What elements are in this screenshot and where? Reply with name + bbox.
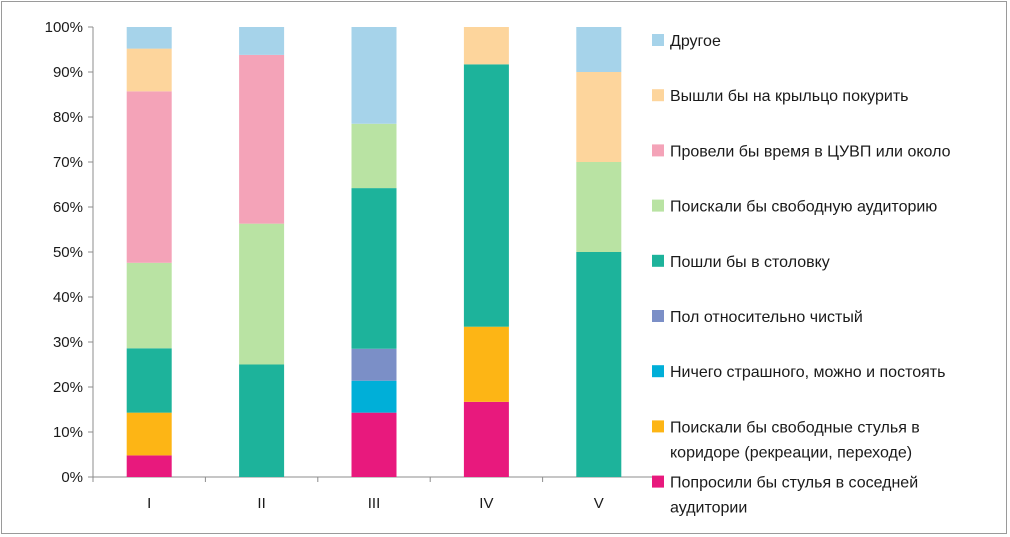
- legend-swatch: [652, 420, 664, 433]
- y-tick-label: 20%: [53, 379, 83, 396]
- bar-segment: [351, 380, 397, 413]
- x-tick-label: V: [594, 495, 604, 512]
- y-tick-label: 10%: [53, 424, 83, 441]
- y-tick-label: 100%: [45, 19, 83, 36]
- bar-segment: [576, 252, 622, 477]
- bar-segment: [239, 54, 285, 224]
- y-tick-label: 0%: [61, 469, 83, 486]
- bar-segment: [126, 262, 172, 349]
- y-tick-label: 50%: [53, 244, 83, 261]
- bar-segment: [576, 27, 622, 72]
- legend-label: Пошли бы в столовку: [670, 254, 830, 271]
- legend-label: Другое: [670, 33, 721, 50]
- legend-label: Провели бы время в ЦУВП или около: [670, 143, 951, 160]
- bar-segment: [463, 401, 509, 477]
- legend-label: аудитории: [670, 500, 747, 517]
- bar-segment: [126, 91, 172, 263]
- legend-swatch: [652, 144, 664, 157]
- x-tick-label: I: [147, 495, 151, 512]
- y-tick-label: 80%: [53, 109, 83, 126]
- y-tick-label: 70%: [53, 154, 83, 171]
- legend-label: Поискали бы свободные стулья в: [670, 419, 920, 436]
- bar-segment: [126, 455, 172, 477]
- x-tick-label: IV: [479, 495, 493, 512]
- axes: 0%10%20%30%40%50%60%70%80%90%100%I II III I…: [45, 19, 656, 512]
- bar-segment: [463, 326, 509, 402]
- legend-swatch: [652, 34, 664, 46]
- y-tick-label: 60%: [53, 199, 83, 216]
- legend-label: Попросили бы стулья в соседней: [670, 475, 918, 492]
- bar-segment: [126, 48, 172, 92]
- bar-segment: [351, 348, 397, 381]
- bar-segment: [576, 72, 622, 162]
- bar-segment: [463, 27, 509, 65]
- y-tick-label: 90%: [53, 64, 83, 81]
- bar-segment: [351, 27, 397, 124]
- bar-segment: [351, 412, 397, 477]
- bars: [126, 27, 622, 477]
- legend-label: Ничего страшного, можно и постоять: [670, 364, 945, 381]
- x-tick-label: II: [257, 495, 265, 512]
- bar-segment: [463, 64, 509, 327]
- legend-swatch: [652, 475, 664, 488]
- bar-segment: [576, 162, 622, 252]
- bar-segment: [126, 348, 172, 413]
- legend-swatch: [652, 310, 664, 322]
- legend-swatch: [652, 199, 664, 212]
- bar-segment: [126, 27, 172, 49]
- bar-segment: [126, 412, 172, 456]
- legend: Другое Вышли бы на крыльцо покурить Провел…: [652, 33, 951, 517]
- bar-segment: [239, 223, 285, 365]
- legend-label: Вышли бы на крыльцо покурить: [670, 88, 908, 105]
- legend-label: коридоре (рекреации, переходе): [670, 444, 912, 461]
- legend-swatch: [652, 365, 664, 378]
- legend-swatch: [652, 89, 664, 102]
- y-tick-label: 40%: [53, 289, 83, 306]
- x-tick-label: III: [368, 495, 381, 512]
- bar-segment: [351, 123, 397, 189]
- y-tick-label: 30%: [53, 334, 83, 351]
- legend-label: Пол относительно чистый: [670, 309, 863, 326]
- legend-swatch: [652, 254, 664, 267]
- bar-segment: [239, 364, 285, 477]
- bar-segment: [351, 188, 397, 349]
- legend-label: Поискали бы свободную аудиторию: [670, 199, 937, 216]
- bar-segment: [239, 27, 285, 55]
